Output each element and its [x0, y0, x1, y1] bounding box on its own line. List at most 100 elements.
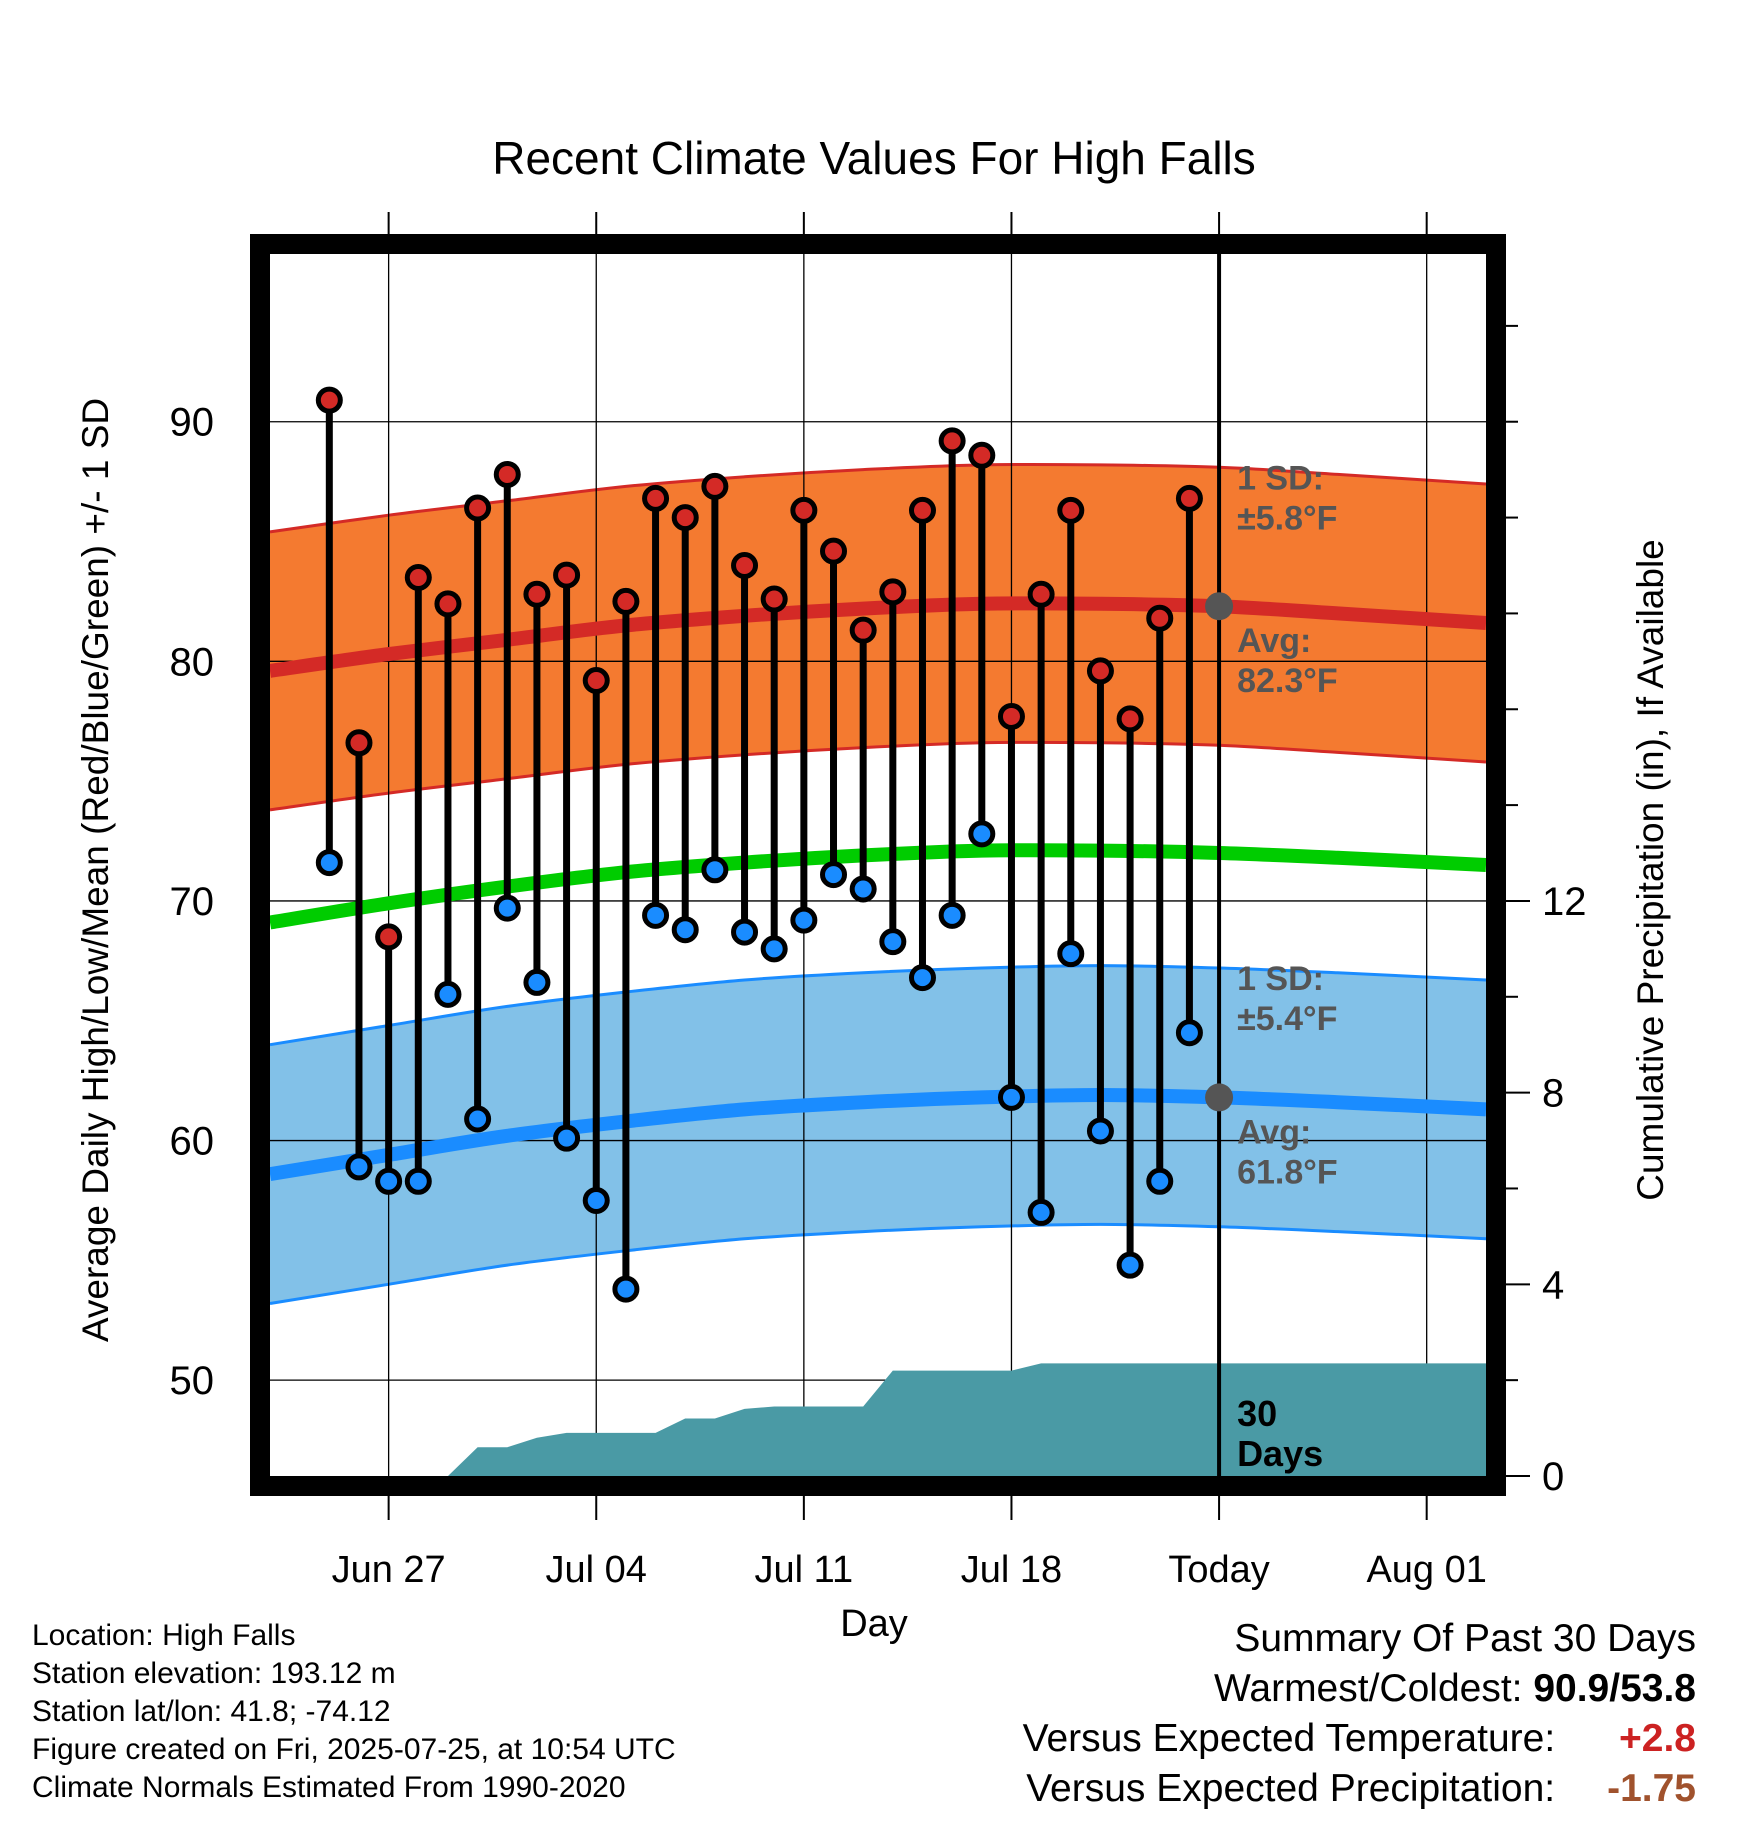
- x-tick-label: Today: [1168, 1549, 1269, 1591]
- precip-area: [270, 1363, 1486, 1476]
- daily-low-point: [671, 916, 699, 944]
- high-sd-label: 1 SD:: [1237, 459, 1324, 497]
- summary-warm-label: Warmest/Coldest:: [1214, 1667, 1523, 1710]
- daily-high-point: [701, 472, 729, 500]
- daily-low-point: [375, 1167, 403, 1195]
- daily-high-point: [642, 484, 670, 512]
- daily-low-point: [879, 928, 907, 956]
- x-tick-label: Jun 27: [332, 1549, 446, 1591]
- daily-low-point: [642, 901, 670, 929]
- daily-low-point: [493, 894, 521, 922]
- daily-low-point: [523, 968, 551, 996]
- mean-line: [268, 843, 1487, 930]
- station-info: Location: High Falls Station elevation: …: [32, 1617, 676, 1807]
- high-avg-label: Avg:: [1237, 622, 1311, 660]
- today-low-normal-marker: [1205, 1083, 1234, 1112]
- x-axis-label: Day: [840, 1603, 908, 1645]
- summary-temp-row: Versus Expected Temperature: +2.8: [1023, 1714, 1696, 1764]
- daily-low-point: [1057, 940, 1085, 968]
- daily-low-point: [938, 901, 966, 929]
- daily-low-point: [1086, 1117, 1114, 1145]
- summary-heading: Summary Of Past 30 Days: [1234, 1617, 1696, 1660]
- summary-temp-value: +2.8: [1619, 1717, 1696, 1760]
- y2-tick-label: 8: [1542, 1072, 1564, 1116]
- daily-high-point: [908, 496, 936, 524]
- latlon-text: Station lat/lon: 41.8; -74.12: [32, 1695, 391, 1728]
- y-tick-label: 60: [170, 1120, 215, 1164]
- normals-source-text: Climate Normals Estimated From 1990-2020: [32, 1771, 626, 1804]
- daily-high-point: [493, 460, 521, 488]
- low-sd-value: ±5.4°F: [1237, 1000, 1337, 1038]
- y2-tick-label: 0: [1542, 1455, 1564, 1499]
- daily-low-point: [849, 875, 877, 903]
- x-tick-label: Jul 04: [546, 1549, 647, 1591]
- daily-high-point: [1116, 705, 1144, 733]
- y-tick-label: 50: [170, 1359, 215, 1403]
- daily-high-point: [553, 561, 581, 589]
- daily-low-point: [1027, 1198, 1055, 1226]
- daily-high-point: [760, 585, 788, 613]
- daily-high-point: [1146, 604, 1174, 632]
- daily-high-point: [345, 729, 373, 757]
- x-tick-label: Jul 11: [755, 1549, 854, 1591]
- daily-high-point: [375, 923, 403, 951]
- high-avg-value: 82.3°F: [1237, 662, 1338, 700]
- daily-high-point: [879, 578, 907, 606]
- low-sd-label: 1 SD:: [1237, 960, 1324, 998]
- low-sd-lower-edge: [269, 1222, 1487, 1305]
- y-axis-label: Average Daily High/Low/Mean (Red/Blue/Gr…: [75, 398, 116, 1342]
- daily-high-point: [731, 551, 759, 579]
- today-high-normal-marker: [1205, 592, 1234, 621]
- x-tick-label: Aug 01: [1366, 1549, 1486, 1591]
- low-sd-band: [270, 965, 1486, 1304]
- summary-warm-row: Warmest/Coldest: 90.9/53.8: [1023, 1664, 1696, 1714]
- y-tick-label: 70: [170, 880, 215, 924]
- summary-precip-label: Versus Expected Precipitation:: [1026, 1767, 1556, 1810]
- window-days-number: 30: [1237, 1393, 1277, 1434]
- daily-low-point: [345, 1153, 373, 1181]
- daily-high-point: [582, 667, 610, 695]
- daily-high-point: [849, 616, 877, 644]
- daily-low-point: [701, 856, 729, 884]
- daily-low-point: [1146, 1167, 1174, 1195]
- summary-temp-label: Versus Expected Temperature:: [1022, 1717, 1556, 1760]
- y-tick-label: 90: [170, 401, 215, 445]
- daily-high-point: [404, 563, 432, 591]
- y-tick-label: 80: [170, 640, 215, 684]
- daily-low-point: [820, 861, 848, 889]
- daily-low-point: [997, 1083, 1025, 1111]
- daily-high-point: [790, 496, 818, 524]
- high-sd-band: [270, 464, 1486, 810]
- daily-low-point: [464, 1105, 492, 1133]
- y2-tick-label: 12: [1542, 880, 1587, 924]
- daily-low-point: [434, 980, 462, 1008]
- daily-high-point: [1175, 484, 1203, 512]
- daily-high-point: [968, 441, 996, 469]
- summary-panel: Summary Of Past 30 Days Warmest/Coldest:…: [1023, 1614, 1696, 1814]
- summary-precip-row: Versus Expected Precipitation: -1.75: [1023, 1764, 1696, 1814]
- daily-high-point: [997, 702, 1025, 730]
- daily-low-point: [315, 849, 343, 877]
- daily-high-point: [938, 427, 966, 455]
- high-sd-value: ±5.8°F: [1237, 499, 1337, 537]
- elevation-text: Station elevation: 193.12 m: [32, 1657, 396, 1690]
- daily-low-point: [790, 906, 818, 934]
- daily-low-point: [582, 1186, 610, 1214]
- chart-title: Recent Climate Values For High Falls: [492, 132, 1256, 184]
- daily-high-point: [1027, 580, 1055, 608]
- low-avg-label: Avg:: [1237, 1113, 1311, 1151]
- daily-high-point: [1086, 657, 1114, 685]
- window-days-unit: Days: [1237, 1433, 1323, 1474]
- daily-low-point: [760, 935, 788, 963]
- summary-precip-value: -1.75: [1607, 1767, 1696, 1810]
- summary-warm-value: 90.9/53.8: [1533, 1667, 1696, 1710]
- daily-low-point: [968, 820, 996, 848]
- daily-high-point: [612, 587, 640, 615]
- y2-axis-label: Cumulative Precipitation (in), If Availa…: [1630, 539, 1671, 1201]
- daily-low-point: [1116, 1251, 1144, 1279]
- daily-high-point: [464, 494, 492, 522]
- daily-high-point: [434, 590, 462, 618]
- daily-high-point: [315, 386, 343, 414]
- daily-low-point: [908, 964, 936, 992]
- daily-low-point: [1175, 1019, 1203, 1047]
